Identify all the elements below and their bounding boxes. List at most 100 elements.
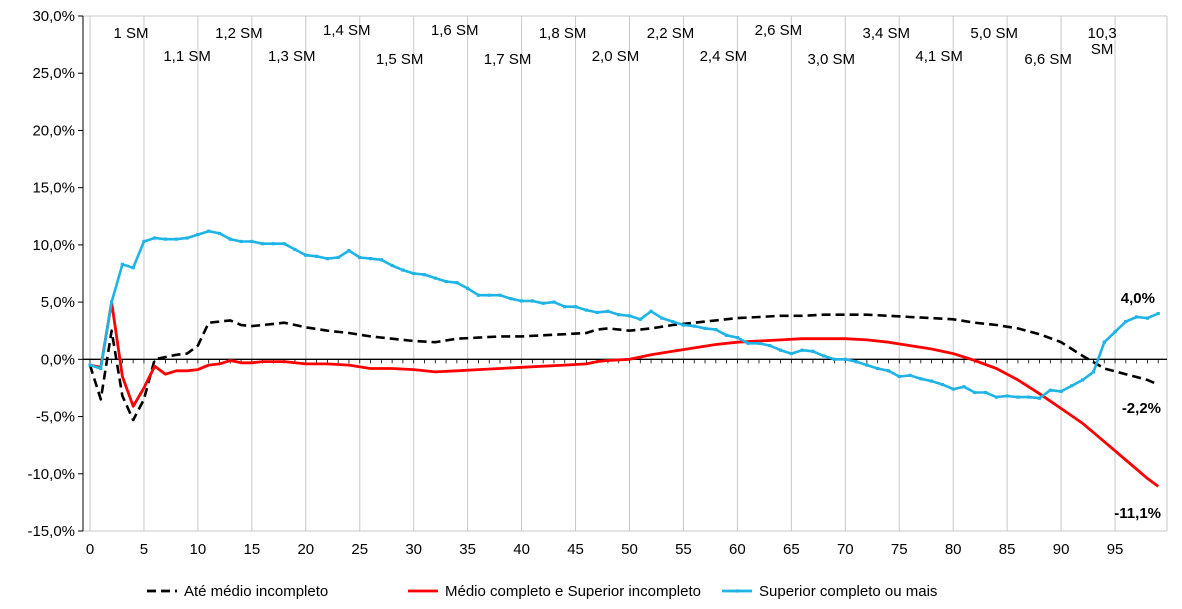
x-tick-label: 25 [351,541,368,558]
y-tick-label: 15,0% [32,180,75,197]
salary-annotation: 1 SM [113,25,148,42]
series-marker [811,349,815,353]
series-marker [207,229,211,233]
series-marker [725,333,729,337]
series-marker [854,360,858,364]
series-marker [789,352,793,356]
salary-annotation: SM [1091,41,1114,58]
x-tick-label: 5 [140,541,148,558]
series-marker [800,348,804,352]
series-marker [908,373,912,377]
series-line-2 [89,300,1160,488]
series-marker [509,297,513,301]
x-tick-label: 95 [1107,541,1124,558]
x-tick-label: 10 [190,541,207,558]
series-marker [552,300,556,304]
series-marker [919,377,923,381]
salary-annotations: 1 SM 1,1 SM1,2 SM 1,3 SM 1,4 SM 1,5 SM 1,6 SM… [113,22,1116,68]
series-marker [671,319,675,324]
series-marker [1048,388,1052,392]
x-tick-label: 15 [244,541,261,558]
series-marker [865,363,869,367]
salary-annotation: 10,3 [1088,25,1117,42]
series-marker [422,273,427,277]
series-marker [487,293,491,297]
series-marker [606,309,610,313]
series-marker [660,316,664,320]
series-marker [444,279,448,284]
series-line-1 [88,313,1159,422]
series-marker [930,379,934,383]
series-marker [1156,311,1160,316]
gridlines [83,15,1168,532]
series-marker [735,335,739,340]
salary-annotation: 4,1 SM [915,48,963,65]
x-tick-label: 90 [1053,541,1070,558]
series-marker [563,305,567,309]
salary-annotation: 1,1 SM [163,48,211,65]
series-marker [1027,395,1031,399]
salary-annotation: 1,2 SM [215,25,263,42]
series-marker [1016,395,1020,399]
series-line-3 [89,229,1159,400]
series-marker [228,237,232,241]
series-marker [163,237,168,241]
y-axis: 30,0% 25,0% 20,0% 15,0% 10,0% 5,0% 0,0% -5,0% -1… [27,8,84,540]
x-tick-label: 60 [729,541,746,558]
x-tick-label: 30 [405,541,422,558]
x-axis: 0 5 10 15 20 25 30 35 40 45 50 55 60 65 70 75 80 85 90 95 [83,358,1167,558]
y-tick-label: 30,0% [32,8,75,25]
series-marker [973,390,977,395]
series-marker [940,382,945,387]
series-marker [185,236,189,240]
series-marker [455,281,459,285]
end-label: -11,1% [1114,505,1161,522]
series-marker [196,232,200,237]
legend: Até médio incompleto Médio completo e Sup… [147,583,937,600]
series-marker [379,258,383,262]
series-marker [390,263,394,268]
end-label: -2,2% [1122,400,1161,417]
series-marker [1059,389,1063,393]
series-marker [217,231,222,236]
x-tick-label: 50 [621,541,638,558]
series-marker [336,255,340,260]
series-marker [1070,384,1074,388]
series-marker [153,236,157,240]
series-marker [1037,396,1042,400]
salary-annotation: 2,4 SM [700,48,748,65]
series-marker [778,348,783,352]
y-tick-label: 25,0% [32,65,75,82]
series-marker [142,239,146,244]
y-tick-label: 5,0% [41,294,75,311]
series-marker [1145,316,1150,320]
salary-annotation: 6,6 SM [1024,51,1072,68]
legend-label-1: Até médio incompleto [184,583,328,600]
series-marker [595,310,599,315]
series-marker [897,374,901,379]
y-tick-label: -10,0% [27,466,75,483]
x-tick-label: 80 [945,541,962,558]
series-marker [822,354,826,358]
y-tick-label: 10,0% [32,237,75,254]
x-tick-label: 85 [999,541,1016,558]
end-value-labels: 4,0% -2,2% -11,1% [1114,290,1161,522]
series-marker [1113,330,1117,334]
salary-annotation: 5,0 SM [970,25,1018,42]
series-marker [994,395,998,399]
series-marker [412,271,416,276]
series-marker [88,363,92,367]
series-marker [498,293,502,297]
series-marker [1081,378,1085,382]
end-label: 4,0% [1121,290,1155,307]
series-marker [573,305,578,309]
series-marker [120,262,124,266]
x-tick-label: 20 [297,541,314,558]
salary-annotation: 2,6 SM [755,22,803,39]
salary-annotation: 1,5 SM [376,51,424,68]
series-marker [304,253,308,257]
series-marker [541,301,545,305]
series-marker [131,266,135,270]
